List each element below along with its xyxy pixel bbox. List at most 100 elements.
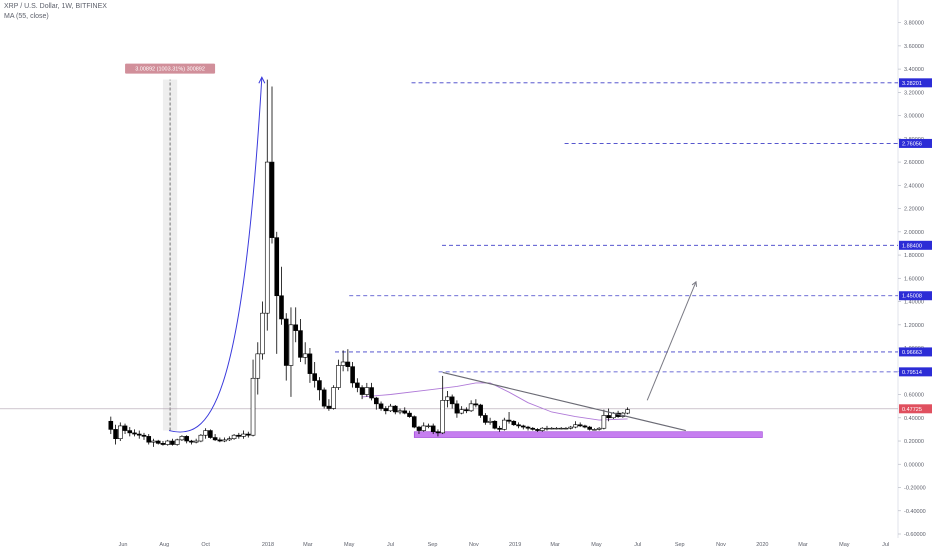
candle-body (487, 420, 493, 423)
x-tick-label: May (591, 542, 602, 548)
candle-body (483, 415, 488, 423)
candle-body (293, 324, 299, 331)
candle-body (264, 161, 270, 314)
candle-body (563, 427, 569, 430)
candle-body (146, 436, 152, 443)
x-tick-label: May (839, 542, 850, 548)
candle-body (359, 387, 365, 395)
y-tick-label: 2.20000 (904, 207, 924, 213)
x-tick-label: Nov (716, 542, 726, 548)
candle-body (364, 387, 370, 395)
candle-body (179, 436, 185, 441)
candle-body (113, 429, 118, 439)
y-tick-label: -0.60000 (904, 532, 926, 538)
candle-body (492, 420, 498, 429)
candle-body (573, 424, 578, 428)
candle-body (231, 434, 237, 439)
candle-body (601, 415, 607, 429)
candle-body (174, 439, 180, 445)
level-label-box (899, 367, 932, 377)
candle-body (331, 387, 336, 409)
level-label-box (899, 138, 932, 148)
y-tick-label: 0.60000 (904, 393, 924, 399)
candle-body (464, 409, 469, 412)
candle-body (250, 377, 256, 436)
candle-body (184, 436, 189, 442)
candle-body (606, 415, 611, 419)
y-tick-label: 1.40000 (904, 300, 924, 306)
candle-body (449, 396, 455, 405)
candle-body (241, 433, 246, 437)
candle-body (421, 425, 427, 431)
chart-symbol-title: XRP / U.S. Dollar, 1W, BITFINEX (4, 3, 107, 10)
level-label: 1.45008 (902, 294, 922, 300)
candle-body (269, 161, 275, 238)
candle-body (411, 416, 417, 428)
candle-body (397, 410, 403, 413)
level-label-box (899, 240, 932, 250)
candle-body (340, 361, 346, 366)
candle-body (217, 439, 223, 442)
candle-body (511, 420, 517, 426)
candle-body (302, 353, 308, 358)
indicator-legend: MA (55, close) (4, 13, 49, 20)
x-tick-label: Nov (469, 542, 479, 548)
descending-trendline (442, 371, 686, 432)
candle-body (568, 426, 573, 429)
candle-body (288, 324, 294, 366)
candle-body (165, 440, 171, 445)
level-label-box (899, 78, 932, 88)
candle-body (468, 403, 474, 412)
candle-body (478, 404, 483, 416)
candle-body (520, 425, 526, 428)
candle-body (440, 400, 445, 434)
candle-body (312, 373, 317, 381)
candle-body (117, 425, 123, 439)
x-tick-label: Oct (201, 542, 210, 548)
candle-body (326, 405, 332, 409)
y-tick-label: 1.60000 (904, 276, 924, 282)
y-tick-label: 3.20000 (904, 90, 924, 96)
candle-body (283, 318, 289, 366)
candle-body (549, 427, 555, 430)
candle-body (554, 427, 559, 430)
candle-body (587, 426, 592, 430)
candle-body (198, 434, 204, 442)
y-tick-label: 1.20000 (904, 323, 924, 329)
candle-body (274, 237, 280, 297)
x-tick-label: Aug (159, 542, 169, 548)
candle-body (279, 295, 284, 320)
candle-body (132, 432, 137, 435)
candle-body (473, 403, 479, 406)
candle-body (539, 427, 545, 431)
level-label: 0.79514 (902, 370, 922, 376)
candle-body (122, 425, 128, 431)
candle-body (374, 397, 379, 405)
level-label-box (899, 347, 932, 357)
x-tick-label: Mar (550, 542, 560, 548)
measure-label-box (125, 63, 216, 74)
candle-body (246, 433, 251, 436)
candle-body (355, 382, 360, 388)
candle-body (350, 366, 355, 384)
y-tick-label: 2.40000 (904, 183, 924, 189)
candle-body (592, 429, 597, 431)
candle-body (530, 427, 536, 430)
y-tick-label: -0.40000 (904, 509, 926, 515)
candle-body (516, 424, 521, 427)
x-tick-label: 2018 (262, 542, 274, 548)
candle-body (193, 440, 199, 443)
candle-body (407, 412, 412, 417)
candle-body (430, 425, 436, 433)
candle-body (236, 434, 242, 437)
candle-body (108, 420, 114, 430)
x-tick-label: Sep (428, 542, 438, 548)
x-tick-label: Mar (303, 542, 313, 548)
measure-label: 3.00892 (1003.31%) 300892 (135, 67, 205, 73)
level-label: 1.88400 (902, 243, 922, 249)
x-tick-label: May (344, 542, 355, 548)
candle-body (582, 425, 588, 428)
candle-body (506, 419, 512, 422)
candle-body (189, 440, 194, 443)
